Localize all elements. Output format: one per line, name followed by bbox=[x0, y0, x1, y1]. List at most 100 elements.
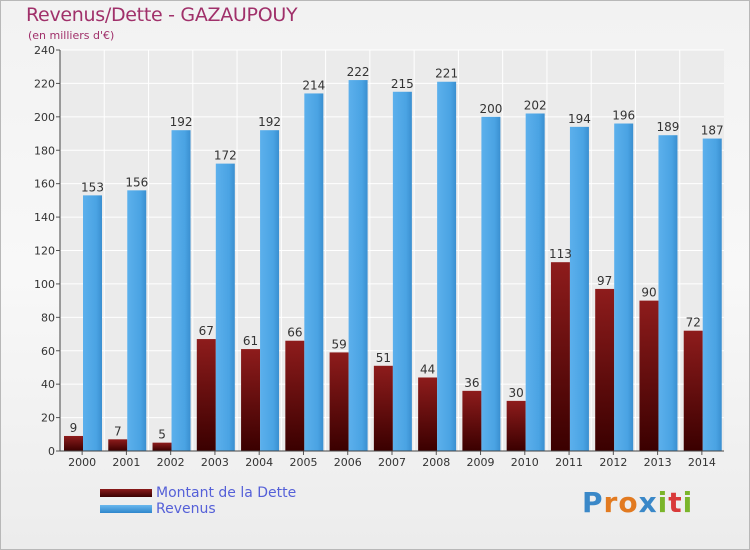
axes: 0 20 40 60 80 100 120 140 160 180 200 220 240 2000 200… bbox=[34, 44, 724, 469]
bar-debt-2009 bbox=[462, 390, 482, 451]
data-label-revenue-2002: 192 bbox=[170, 115, 193, 129]
y-tick-label: 140 bbox=[34, 211, 55, 224]
bar-revenue-2002 bbox=[171, 130, 191, 451]
y-tick-label: 60 bbox=[41, 345, 55, 358]
data-labels: 9 153 7 156 5 192 67 172 61 192 66 214 59 222 51 215 44 2… bbox=[70, 65, 724, 442]
x-tick-label-2001: 2001 bbox=[112, 456, 140, 469]
bar-debt-2013 bbox=[639, 300, 659, 451]
bar-debt-2010 bbox=[506, 400, 526, 451]
data-label-revenue-2006: 222 bbox=[347, 65, 370, 79]
data-label-debt-2013: 90 bbox=[641, 286, 656, 300]
x-tick-label-2007: 2007 bbox=[378, 456, 406, 469]
bar-debt-2003 bbox=[196, 339, 216, 451]
x-tick-label-2012: 2012 bbox=[599, 456, 627, 469]
data-label-debt-2012: 97 bbox=[597, 274, 612, 288]
bar-debt-2006 bbox=[329, 352, 349, 451]
bar-revenue-2009 bbox=[481, 116, 501, 451]
data-label-debt-2009: 36 bbox=[464, 376, 479, 390]
logo-letter: t bbox=[668, 486, 683, 519]
y-tick-label: 240 bbox=[34, 44, 55, 57]
data-label-revenue-2012: 196 bbox=[612, 109, 635, 123]
data-label-debt-2002: 5 bbox=[158, 428, 166, 442]
bar-debt-2011 bbox=[550, 262, 570, 451]
y-tick-label: 100 bbox=[34, 278, 55, 291]
bars bbox=[64, 80, 722, 452]
data-label-revenue-2013: 189 bbox=[657, 120, 680, 134]
y-tick-label: 0 bbox=[48, 445, 55, 458]
data-label-revenue-2014: 187 bbox=[701, 124, 724, 138]
data-label-debt-2004: 61 bbox=[243, 334, 258, 348]
data-label-debt-2003: 67 bbox=[199, 324, 214, 338]
data-label-debt-2010: 30 bbox=[509, 386, 524, 400]
data-label-revenue-2003: 172 bbox=[214, 149, 237, 163]
bar-debt-2012 bbox=[595, 288, 615, 451]
data-label-revenue-2007: 215 bbox=[391, 77, 414, 91]
y-tick-label: 80 bbox=[41, 311, 55, 324]
x-tick-label-2011: 2011 bbox=[555, 456, 583, 469]
x-tick-label-2003: 2003 bbox=[201, 456, 229, 469]
bar-revenue-2008 bbox=[437, 81, 457, 451]
data-label-revenue-2005: 214 bbox=[302, 78, 325, 92]
bar-debt-2004 bbox=[241, 349, 261, 451]
x-tick-label-2013: 2013 bbox=[644, 456, 672, 469]
legend-label-revenue: Revenus bbox=[156, 501, 216, 517]
chart-subtitle: (en milliers d'€) bbox=[28, 29, 115, 42]
x-tick-label-2005: 2005 bbox=[289, 456, 317, 469]
x-tick-label-2008: 2008 bbox=[422, 456, 450, 469]
logo-letter: P bbox=[582, 486, 604, 519]
logo-letter: r bbox=[603, 486, 619, 519]
legend-label-debt: Montant de la Dette bbox=[156, 485, 297, 501]
data-label-debt-2000: 9 bbox=[70, 421, 78, 435]
y-tick-label: 20 bbox=[41, 412, 55, 425]
bar-debt-2005 bbox=[285, 340, 305, 451]
x-tick-label-2010: 2010 bbox=[511, 456, 539, 469]
bar-revenue-2005 bbox=[304, 93, 324, 452]
data-label-revenue-2000: 153 bbox=[81, 180, 104, 194]
y-tick-label: 220 bbox=[34, 77, 55, 90]
y-tick-label: 40 bbox=[41, 378, 55, 391]
bar-revenue-2003 bbox=[215, 163, 235, 451]
bar-debt-2008 bbox=[418, 377, 438, 451]
x-tick-label-2002: 2002 bbox=[157, 456, 185, 469]
data-label-debt-2001: 7 bbox=[114, 424, 122, 438]
bar-revenue-2007 bbox=[392, 91, 412, 451]
data-label-debt-2011: 113 bbox=[549, 247, 572, 261]
data-label-debt-2006: 59 bbox=[331, 337, 346, 351]
chart-title: Revenus/Dette - GAZAUPOUY bbox=[26, 4, 298, 26]
logo-letter: i bbox=[657, 486, 669, 519]
bar-revenue-2012 bbox=[614, 123, 634, 452]
data-label-debt-2005: 66 bbox=[287, 326, 302, 340]
bar-revenue-2004 bbox=[260, 130, 280, 451]
data-label-revenue-2001: 156 bbox=[125, 175, 148, 189]
data-label-revenue-2010: 202 bbox=[524, 98, 547, 112]
bar-revenue-2006 bbox=[348, 80, 368, 451]
bar-revenue-2010 bbox=[525, 113, 545, 451]
x-tick-label-2006: 2006 bbox=[334, 456, 362, 469]
data-label-revenue-2004: 192 bbox=[258, 115, 281, 129]
x-tick-label-2004: 2004 bbox=[245, 456, 273, 469]
bar-debt-2001 bbox=[108, 439, 128, 451]
bar-revenue-2014 bbox=[702, 138, 722, 451]
bar-debt-2002 bbox=[152, 442, 172, 451]
proxiti-logo: Proxiti bbox=[582, 486, 693, 519]
y-tick-label: 200 bbox=[34, 111, 55, 124]
bar-revenue-2001 bbox=[127, 190, 147, 451]
x-tick-label-2014: 2014 bbox=[688, 456, 716, 469]
bar-revenue-2011 bbox=[569, 126, 589, 451]
logo-letter: o bbox=[618, 486, 639, 519]
data-label-revenue-2008: 221 bbox=[435, 67, 458, 81]
x-tick-label-2009: 2009 bbox=[467, 456, 495, 469]
bar-debt-2007 bbox=[373, 365, 393, 451]
logo-letter: x bbox=[638, 486, 658, 519]
data-label-debt-2008: 44 bbox=[420, 362, 435, 376]
bar-revenue-2013 bbox=[658, 135, 678, 451]
y-tick-label: 120 bbox=[34, 245, 55, 258]
y-tick-label: 180 bbox=[34, 144, 55, 157]
data-label-debt-2014: 72 bbox=[686, 316, 701, 330]
y-tick-label: 160 bbox=[34, 178, 55, 191]
bar-revenue-2000 bbox=[83, 195, 102, 451]
data-label-revenue-2009: 200 bbox=[479, 102, 502, 116]
logo-letter: i bbox=[682, 486, 694, 519]
data-label-debt-2007: 51 bbox=[376, 351, 391, 365]
